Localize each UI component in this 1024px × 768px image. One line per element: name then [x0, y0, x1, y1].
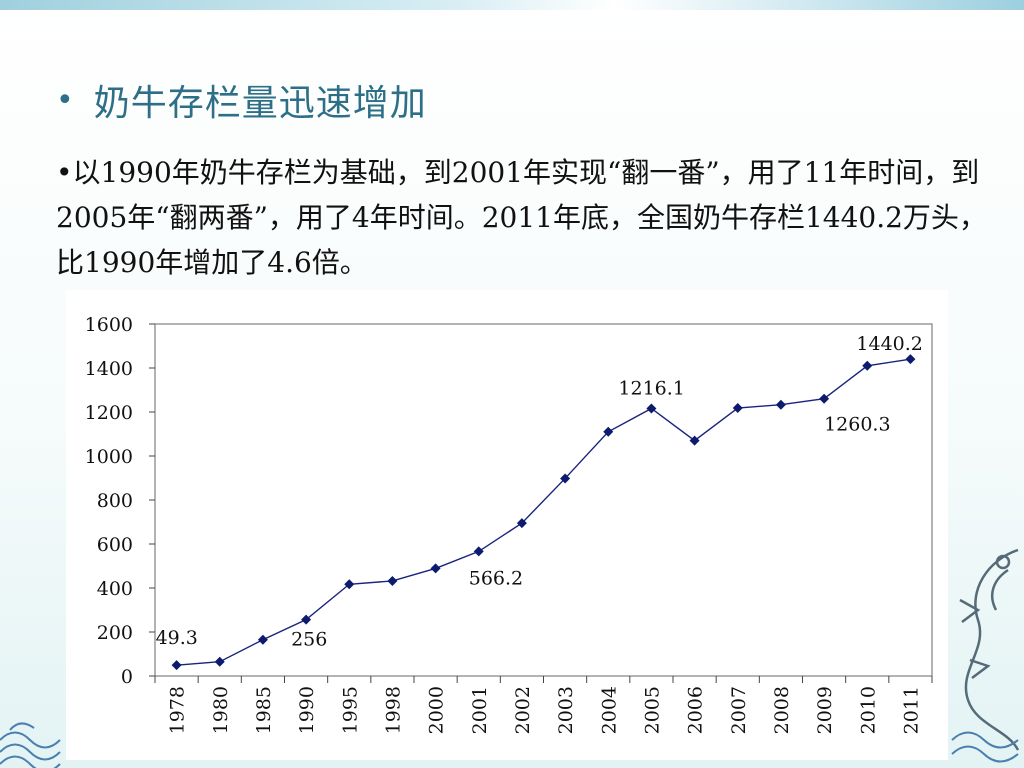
y-tick-label: 400: [97, 578, 133, 600]
y-tick-label: 600: [97, 534, 133, 556]
x-tick-label: 1990: [296, 686, 318, 734]
x-tick-label: 2002: [512, 686, 534, 734]
data-point: [775, 399, 786, 410]
slide-title-row: • 奶牛存栏量迅速增加: [56, 74, 427, 126]
data-point: [516, 518, 527, 529]
slide-body-text: •以1990年奶牛存栏为基础，到2001年实现“翻一番”，用了11年时间，到20…: [56, 156, 987, 279]
x-tick-label: 1998: [382, 686, 404, 734]
data-point: [257, 634, 268, 645]
x-tick-label: 2004: [598, 686, 620, 734]
x-tick-label: 2000: [426, 686, 448, 734]
y-tick-label: 1600: [85, 314, 133, 336]
data-point: [646, 403, 657, 414]
x-tick-label: 2003: [555, 686, 577, 734]
data-label: 1216.1: [618, 377, 684, 399]
data-point: [862, 360, 873, 371]
data-point: [171, 660, 182, 671]
data-label: 49.3: [156, 627, 198, 649]
data-point: [819, 393, 830, 404]
data-point: [689, 435, 700, 446]
y-tick-label: 200: [97, 622, 133, 644]
x-tick-label: 1980: [210, 686, 232, 734]
line-chart: 0 200 400 600 800 1000 1200 1400 1600 1978 1980 198…: [85, 314, 933, 734]
x-tick-label: 2010: [857, 686, 879, 734]
data-label: 1260.3: [824, 414, 890, 436]
x-tick-label: 2001: [469, 686, 491, 734]
x-tick-label: 2007: [728, 686, 750, 734]
title-bullet: •: [56, 82, 74, 118]
data-point: [560, 473, 571, 484]
data-point: [214, 656, 225, 667]
data-point: [344, 579, 355, 590]
data-label: 566.2: [469, 567, 523, 589]
data-point: [473, 546, 484, 557]
x-tick-label: 2006: [685, 686, 707, 734]
y-tick-label: 1200: [85, 402, 133, 424]
data-label: 256: [291, 629, 327, 651]
dragon-decoration-icon: [951, 548, 1020, 763]
y-tick-label: 800: [97, 490, 133, 512]
x-tick-label: 2011: [900, 686, 922, 734]
x-tick-label: 1985: [253, 686, 275, 734]
data-point: [301, 614, 312, 625]
data-point: [387, 575, 398, 586]
data-point: [732, 403, 743, 414]
data-point: [603, 426, 614, 437]
x-tick-label: 2008: [771, 686, 793, 734]
x-tick-label: 2005: [641, 686, 663, 734]
chart-container: 0 200 400 600 800 1000 1200 1400 1600 1978 1980 198…: [66, 290, 948, 760]
data-point: [430, 563, 441, 574]
x-tick-label: 2009: [814, 686, 836, 734]
top-decorative-band: [0, 0, 1024, 10]
data-point: [905, 354, 916, 365]
slide-title: 奶牛存栏量迅速增加: [93, 83, 427, 124]
y-tick-label: 0: [121, 666, 133, 688]
x-tick-label: 1995: [339, 686, 361, 734]
data-label: 1440.2: [856, 333, 922, 355]
x-tick-label: 1978: [167, 686, 189, 734]
y-tick-label: 1400: [85, 358, 133, 380]
y-tick-label: 1000: [85, 446, 133, 468]
series-line: [176, 358, 911, 666]
